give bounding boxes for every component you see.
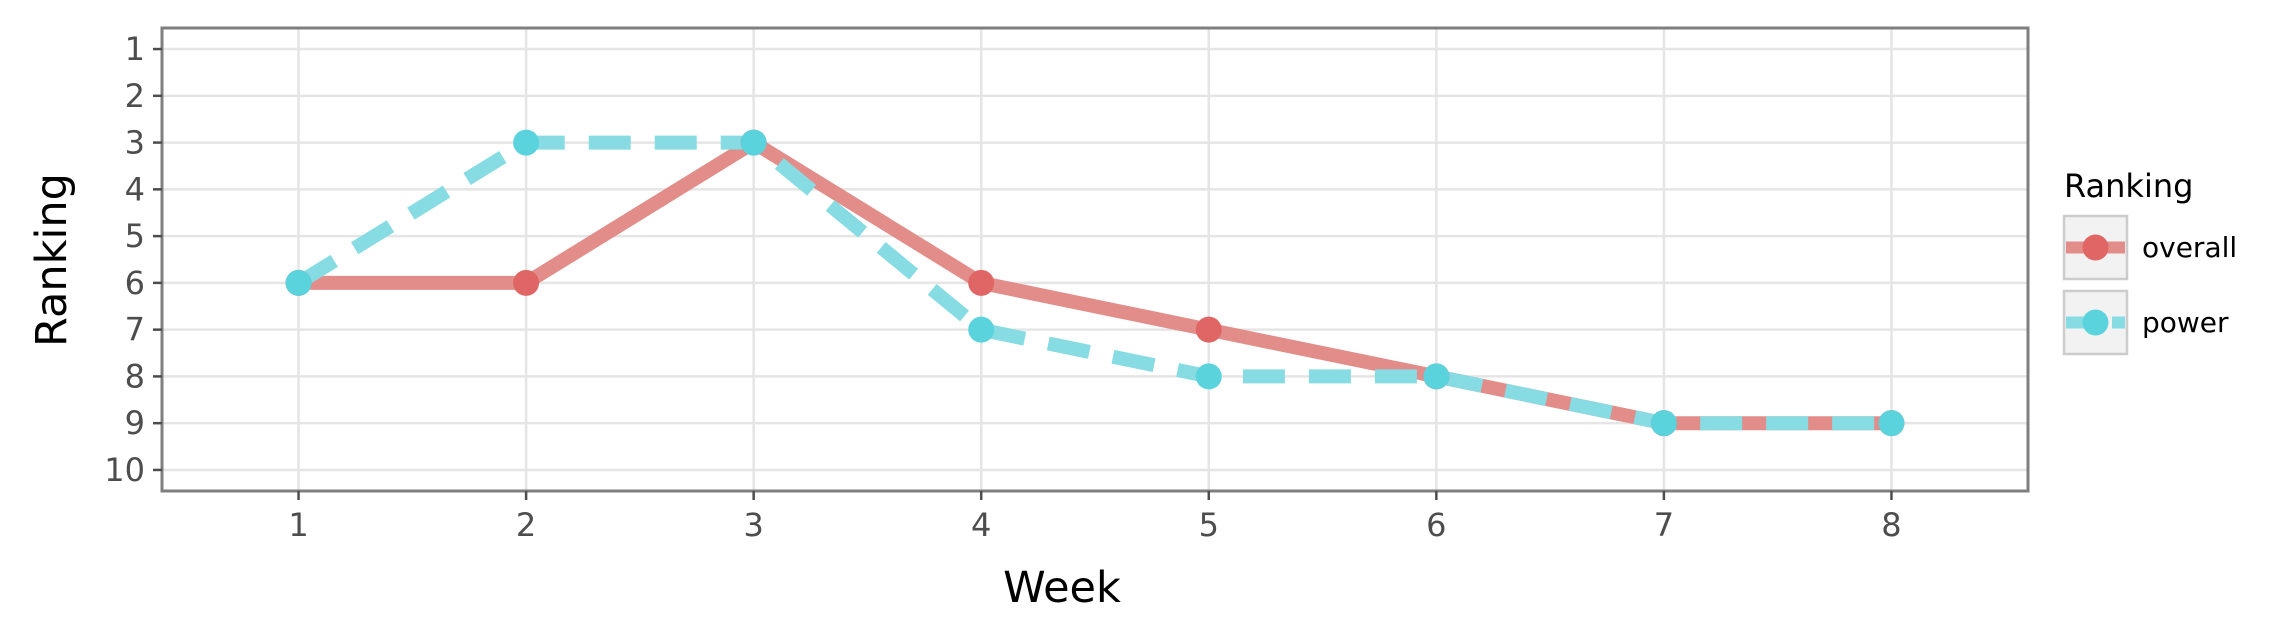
x-tick-label: 7 (1654, 506, 1674, 544)
series-lines (294, 135, 1892, 431)
y-tick-label: 10 (104, 451, 145, 489)
legend-item-power: power (2062, 289, 2229, 356)
legend-item-overall: overall (2062, 214, 2237, 281)
y-axis-ticks: 1 2 3 4 5 6 7 8 9 10 (104, 30, 162, 489)
x-tick-label: 8 (1881, 506, 1901, 544)
y-tick-label: 1 (125, 30, 145, 68)
data-point-power (740, 129, 767, 156)
x-tick-label: 3 (743, 506, 763, 544)
x-tick-label: 6 (1426, 506, 1446, 544)
legend-items: overall power (2062, 214, 2237, 356)
legend-label-power: power (2142, 306, 2229, 339)
y-tick-label: 5 (125, 217, 145, 255)
data-point-power (285, 269, 312, 296)
data-point-power (1650, 410, 1677, 437)
legend-key-point (2082, 309, 2109, 336)
y-tick-label: 6 (125, 264, 145, 302)
data-point-power (1195, 363, 1222, 390)
legend-key-point (2082, 234, 2109, 261)
data-point-power (968, 316, 995, 343)
data-point-overall (513, 269, 540, 296)
legend-title: Ranking (2064, 167, 2193, 205)
legend-label-overall: overall (2142, 231, 2237, 264)
y-tick-label: 7 (125, 311, 145, 349)
y-tick-label: 4 (125, 170, 145, 208)
grid-lines (162, 28, 2028, 491)
series-line-overall (298, 135, 1892, 431)
y-tick-label: 8 (125, 357, 145, 395)
x-axis-title: Week (1003, 563, 1121, 613)
data-point-overall (1195, 316, 1222, 343)
legend: Ranking overall power (2062, 167, 2237, 356)
data-point-power (513, 129, 540, 156)
data-point-overall (968, 269, 995, 296)
data-point-power (1878, 410, 1905, 437)
series-line-power (294, 135, 1892, 431)
plot-panel (162, 28, 2028, 491)
y-tick-label: 2 (125, 77, 145, 115)
x-axis-ticks: 1 2 3 4 5 6 7 8 (288, 491, 1902, 544)
x-tick-label: 1 (288, 506, 308, 544)
data-point-power (1423, 363, 1450, 390)
plot-border (160, 26, 2030, 493)
x-tick-label: 4 (971, 506, 991, 544)
y-tick-label: 9 (125, 404, 145, 442)
x-tick-label: 2 (516, 506, 536, 544)
y-axis-title: Ranking (27, 173, 77, 347)
y-tick-label: 3 (125, 124, 145, 162)
series-points (285, 129, 1905, 437)
x-tick-label: 5 (1199, 506, 1219, 544)
